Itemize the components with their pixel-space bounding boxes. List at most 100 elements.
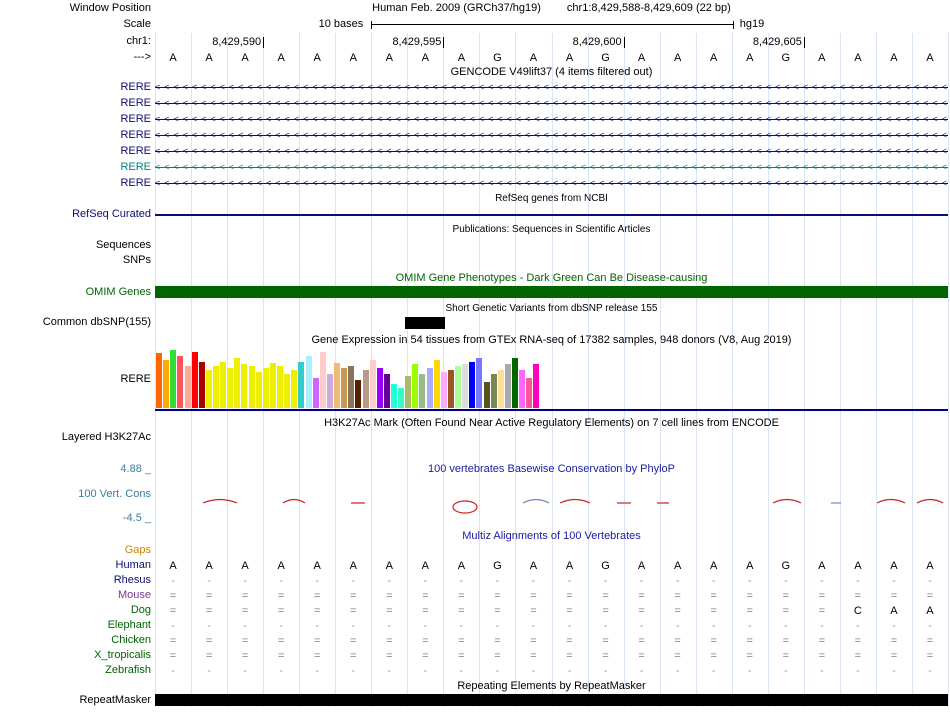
gtex-expression-bar [163,360,170,408]
gene-intron-line [155,151,948,152]
repeatmasker-track[interactable] [155,694,948,708]
multiz-species-row[interactable]: Elephant - - - - - - - - - - - - - - - - - - - - - - [0,619,950,633]
multiz-alignment-cell: - [423,665,428,677]
multiz-alignment-cell: A [746,560,754,572]
chromosome-label: chr1: [126,35,151,47]
refseq-track-title[interactable]: RefSeq genes from NCBI [495,193,608,204]
sequence-base: A [854,52,862,64]
gene-transcript-row[interactable]: RERE <<<<<<<<<<<<<<<<<<<<<<<<<<<<<<<<<<<<… [0,113,950,127]
publications-track-title[interactable]: Publications: Sequences in Scientific Ar… [452,224,651,235]
h3k27ac-track-title[interactable]: H3K27Ac Mark (Often Found Near Active Re… [324,417,779,429]
multiz-alignment-track[interactable]: = = = = = = = = = = = = = = = = = = = = = = [155,589,948,603]
conservation-wiggle-track[interactable] [155,477,948,519]
multiz-alignment-cell: - [423,575,428,587]
multiz-alignment-cell: = [638,635,645,647]
multiz-species-row[interactable]: Rhesus - - - - - - - - - - - - - - - - - - - - - - [0,574,950,588]
dbsnp-track-label[interactable]: Common dbSNP(155) [42,316,151,328]
gene-label[interactable]: RERE [120,81,151,93]
multiz-alignment-track[interactable]: ---------------------- [155,574,948,588]
snp-variant[interactable] [405,317,445,329]
multiz-species-label[interactable]: Elephant [107,619,151,631]
refseq-curated-track[interactable] [155,208,948,222]
sequence-base: A [710,52,718,64]
gene-label[interactable]: RERE [120,161,151,173]
multiz-alignment-cell: - [928,665,932,677]
gene-transcript-track[interactable]: <<<<<<<<<<<<<<<<<<<<<<<<<<<<<<<<<<<<<<<<… [155,145,948,159]
window-position-row: Window Position Human Feb. 2009 (GRCh37/… [0,2,950,16]
multiz-species-row[interactable]: Chicken = = = = = = = = = = = = = = = = = = = = = = [0,634,950,648]
ruler-ticks[interactable]: 8,429,590 8,429,595 8,429,600 8,429,605 [155,35,948,49]
publications-sequences-track[interactable] [155,239,948,253]
gene-transcript-track[interactable]: <<<<<<<<<<<<<<<<<<<<<<<<<<<<<<<<<<<<<<<<… [155,161,948,175]
gene-transcript-row[interactable]: RERE <<<<<<<<<<<<<<<<<<<<<<<<<<<<<<<<<<<<… [0,145,950,159]
multiz-alignment-cell: = [458,590,465,602]
multiz-species-row[interactable]: Dog = = = = = = = = = = = = = = = = = = = C A A [0,604,950,618]
gene-label[interactable]: RERE [120,177,151,189]
gene-transcript-row[interactable]: RERE <<<<<<<<<<<<<<<<<<<<<<<<<<<<<<<<<<<<… [0,161,950,175]
multiz-species-label[interactable]: X_tropicalis [94,649,151,661]
gtex-expression-bar [305,356,312,408]
multiz-alignment-cell: = [818,635,826,647]
gene-label[interactable]: RERE [120,145,151,157]
multiz-alignment-track[interactable]: = = = = = = = = = = = = = = = = = = = = = = [155,649,948,663]
gene-transcript-row[interactable]: RERE <<<<<<<<<<<<<<<<<<<<<<<<<<<<<<<<<<<<… [0,97,950,111]
gene-intron-line [155,103,948,104]
dbsnp-track[interactable] [155,316,948,330]
refseq-curated-label[interactable]: RefSeq Curated [72,208,151,220]
multiz-species-label[interactable]: Dog [130,604,151,616]
gene-label[interactable]: RERE [120,113,151,125]
multiz-alignment-track[interactable]: = = = = = = = = = = = = = = = = = = = C A A [155,604,948,618]
gtex-expression-bar [433,360,440,408]
gencode-track-title[interactable]: GENCODE V49lift37 (4 items filtered out) [450,66,653,78]
gene-transcript-row[interactable]: RERE <<<<<<<<<<<<<<<<<<<<<<<<<<<<<<<<<<<<… [0,81,950,95]
multiz-alignment-track[interactable]: = = = = = = = = = = = = = = = = = = = = = = [155,634,948,648]
multiz-alignment-cell: - [820,665,824,677]
multiz-species-label[interactable]: Human [115,559,151,571]
gencode-header-row: GENCODE V49lift37 (4 items filtered out) [0,66,950,80]
gtex-expression-track[interactable] [155,348,948,411]
multiz-species-row[interactable]: Zebrafish - - - - - - - - - - - - - - - - - - - - - - [0,664,950,678]
multiz-species-row[interactable]: Mouse = = = = = = = = = = = = = = = = = = = = = = [0,589,950,603]
gene-transcript-track[interactable]: <<<<<<<<<<<<<<<<<<<<<<<<<<<<<<<<<<<<<<<<… [155,81,948,95]
conservation-track-title[interactable]: 100 vertebrates Basewise Conservation by… [427,463,676,475]
multiz-species-row[interactable]: Gaps [0,544,950,558]
h3k27ac-track-label[interactable]: Layered H3K27Ac [61,431,151,443]
multiz-species-row[interactable]: X_tropicalis = = = = = = = = = = = = = = = = = = = = = = [0,649,950,663]
dbsnp-track-title[interactable]: Short Genetic Variants from dbSNP releas… [445,303,658,314]
multiz-alignment-track[interactable]: ---------------------- [155,619,948,633]
multiz-alignment-cell: = [494,650,501,662]
multiz-alignment-cell: A [277,560,285,572]
strand-direction-label: ---> [133,51,151,63]
multiz-alignment-track[interactable]: ---------------------- [155,664,948,678]
gtex-track-title[interactable]: Gene Expression in 54 tissues from GTEx … [311,334,792,346]
gene-label[interactable]: RERE [120,97,151,109]
publications-snps-track[interactable] [155,254,948,268]
repeatmasker-track-title[interactable]: Repeating Elements by RepeatMasker [457,680,646,692]
omim-genes-label[interactable]: OMIM Genes [85,286,151,298]
omim-genes-track[interactable] [155,286,948,300]
repeatmasker-label[interactable]: RepeatMasker [79,694,151,706]
gtex-gene-label[interactable]: RERE [120,373,151,385]
gene-transcript-track[interactable]: <<<<<<<<<<<<<<<<<<<<<<<<<<<<<<<<<<<<<<<<… [155,177,948,191]
multiz-track-title[interactable]: Multiz Alignments of 100 Vertebrates [462,530,641,542]
multiz-species-label[interactable]: Gaps [124,544,151,556]
multiz-alignment-track[interactable] [155,544,948,558]
multiz-species-label[interactable]: Mouse [117,589,151,601]
h3k27ac-signal-track[interactable] [155,431,948,445]
gene-transcript-row[interactable]: RERE <<<<<<<<<<<<<<<<<<<<<<<<<<<<<<<<<<<<… [0,129,950,143]
multiz-species-label[interactable]: Zebrafish [105,664,151,676]
gene-transcript-track[interactable]: <<<<<<<<<<<<<<<<<<<<<<<<<<<<<<<<<<<<<<<<… [155,97,948,111]
conservation-track-label[interactable]: 100 Vert. Cons [78,488,151,500]
gene-transcript-row[interactable]: RERE <<<<<<<<<<<<<<<<<<<<<<<<<<<<<<<<<<<<… [0,177,950,191]
publications-snps-label[interactable]: SNPs [122,254,151,266]
multiz-species-row[interactable]: Human A A A A A A A A A G A A G A A A A G A A A A [0,559,950,573]
gene-label[interactable]: RERE [120,129,151,141]
gene-transcript-track[interactable]: <<<<<<<<<<<<<<<<<<<<<<<<<<<<<<<<<<<<<<<<… [155,129,948,143]
gene-transcript-track[interactable]: <<<<<<<<<<<<<<<<<<<<<<<<<<<<<<<<<<<<<<<<… [155,113,948,127]
multiz-species-label[interactable]: Chicken [111,634,151,646]
multiz-species-label[interactable]: Rhesus [113,574,151,586]
omim-track-title[interactable]: OMIM Gene Phenotypes - Dark Green Can Be… [395,272,708,284]
publications-sequences-label[interactable]: Sequences [95,239,151,251]
